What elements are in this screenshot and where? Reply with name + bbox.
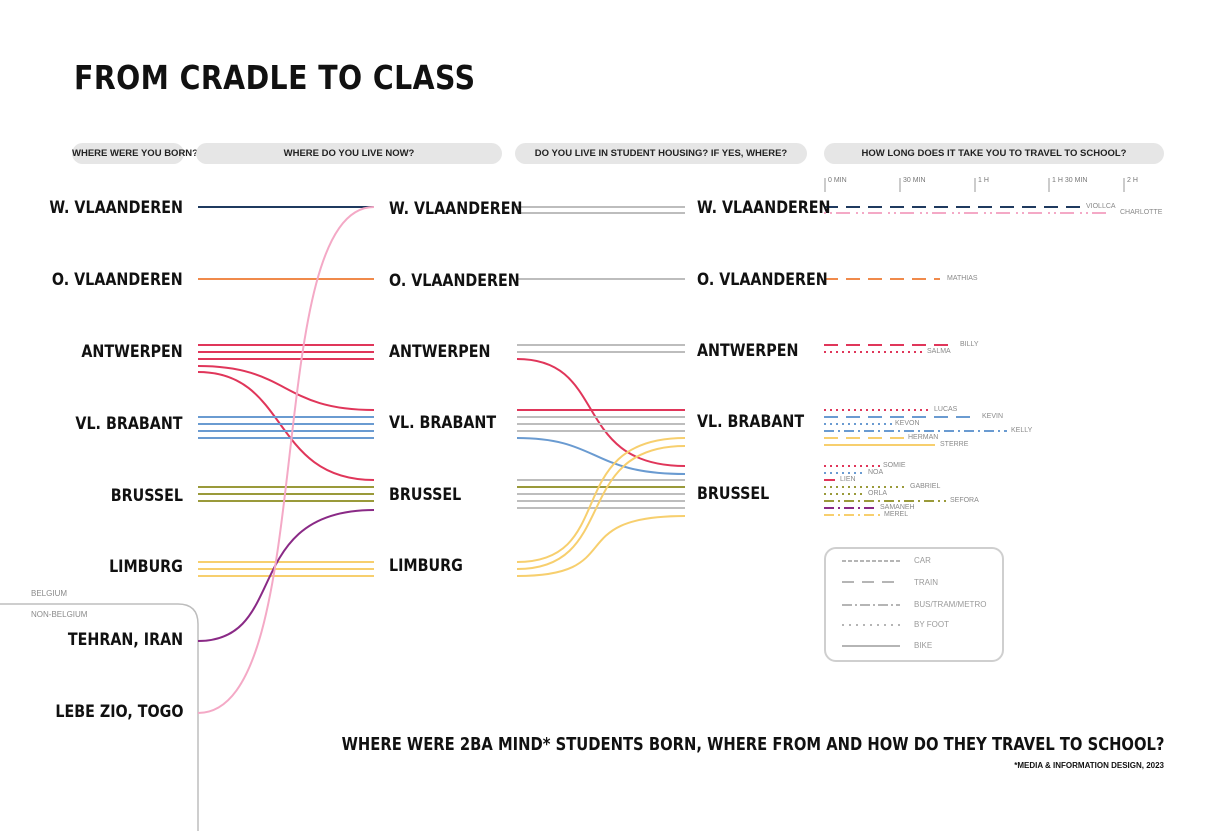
legend-foot: BY FOOT	[914, 620, 949, 629]
student-label: SEFORA	[950, 497, 979, 504]
student-label: HERMAN	[908, 434, 939, 441]
legend-train: TRAIN	[914, 578, 938, 587]
time-tick: 1 H 30 MIN	[1052, 177, 1088, 184]
live-label: W. VLAANDEREN	[389, 199, 523, 219]
housing-label: O. VLAANDEREN	[697, 270, 828, 290]
born-label: ANTWERPEN	[81, 342, 183, 362]
student-label: STERRE	[940, 441, 969, 448]
student-label: VIOLLCA	[1086, 203, 1116, 210]
time-tick: 30 MIN	[903, 177, 926, 184]
travel-bars	[824, 206, 1112, 516]
student-label: LUCAS	[934, 406, 958, 413]
header-travel: HOW LONG DOES IT TAKE YOU TO TRAVEL TO S…	[824, 143, 1164, 164]
born-label: LIMBURG	[109, 557, 183, 577]
student-label: NOA	[868, 469, 884, 476]
student-label: BILLY	[960, 341, 979, 348]
housing-label: W. VLAANDEREN	[697, 198, 831, 218]
region-belgium: BELGIUM	[31, 589, 68, 598]
housing-label: VL. BRABANT	[697, 412, 805, 432]
student-label: KEVIN	[982, 413, 1004, 420]
region-non-belgium: NON-BELGIUM	[31, 610, 88, 619]
born-label: BRUSSEL	[110, 486, 183, 506]
live-label: ANTWERPEN	[389, 342, 491, 362]
credit: *MEDIA & INFORMATION DESIGN, 2023	[1014, 761, 1164, 770]
student-label: GABRIEL	[910, 483, 941, 490]
header-live: WHERE DO YOU LIVE NOW?	[196, 143, 502, 164]
subtitle: WHERE WERE 2BA MIND* STUDENTS BORN, WHER…	[341, 734, 1164, 755]
live-to-housing-links	[516, 206, 686, 577]
student-label: ORLA	[868, 490, 888, 497]
live-label: O. VLAANDEREN	[389, 271, 520, 291]
born-to-live-links	[197, 206, 375, 714]
live-label: VL. BRABANT	[389, 413, 497, 433]
region-divider	[0, 603, 199, 831]
student-label: SALMA	[927, 348, 951, 355]
time-tick: 2 H	[1127, 177, 1138, 184]
legend-bus: BUS/TRAM/METRO	[914, 600, 987, 609]
student-label: SOMIE	[883, 462, 906, 469]
live-label: BRUSSEL	[389, 485, 462, 505]
legend-bike: BIKE	[914, 641, 933, 650]
student-label: LIEN	[840, 476, 856, 483]
born-label: W. VLAANDEREN	[49, 198, 183, 218]
legend	[824, 547, 1004, 662]
born-label: TEHRAN, IRAN	[67, 630, 183, 650]
time-tick: 1 H	[978, 177, 989, 184]
student-label: SAMANEH	[880, 504, 915, 511]
student-label: KEVON	[895, 420, 920, 427]
born-label: LEBE ZIO, TOGO	[54, 702, 183, 722]
header-born: WHERE WERE YOU BORN?	[72, 143, 198, 164]
legend-samples	[842, 560, 900, 647]
housing-label: ANTWERPEN	[697, 341, 799, 361]
live-label: LIMBURG	[389, 556, 463, 576]
student-label: MATHIAS	[947, 275, 978, 282]
student-label: CHARLOTTE	[1120, 209, 1163, 216]
time-axis	[824, 178, 1125, 192]
born-label: VL. BRABANT	[75, 414, 183, 434]
student-label: MEREL	[884, 511, 909, 518]
header-housing: DO YOU LIVE IN STUDENT HOUSING? IF YES, …	[515, 143, 807, 164]
student-label: KELLY	[1011, 427, 1033, 434]
time-tick: 0 MIN	[828, 177, 847, 184]
born-label: O. VLAANDEREN	[52, 270, 183, 290]
page-title: FROM CRADLE TO CLASS	[74, 58, 476, 97]
legend-car: CAR	[914, 556, 931, 565]
housing-label: BRUSSEL	[697, 484, 770, 504]
